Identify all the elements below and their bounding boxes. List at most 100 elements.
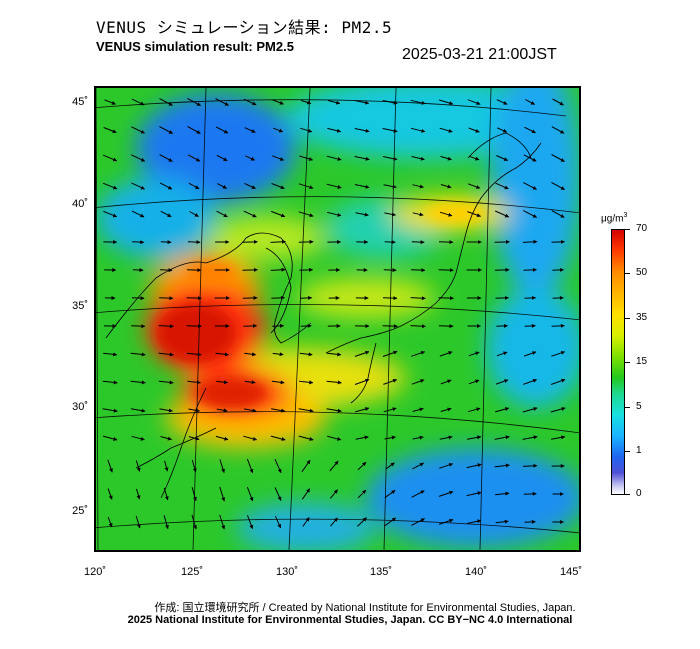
- wind-arrow: [382, 128, 398, 133]
- wind-arrow: [354, 156, 370, 161]
- colorbar-unit-superscript: 3: [623, 212, 628, 219]
- wind-arrow: [188, 436, 200, 441]
- wind-arrow: [188, 182, 200, 190]
- colorbar-tick: [625, 407, 630, 408]
- colorbar-label-15: 15: [636, 356, 648, 367]
- wind-arrow: [385, 462, 395, 470]
- title-english: VENUS simulation result: PM2.5: [96, 39, 294, 54]
- wind-arrow: [466, 463, 482, 469]
- wind-arrow: [327, 127, 342, 133]
- wind-arrow: [215, 435, 229, 441]
- wind-arrow: [439, 351, 453, 357]
- wind-arrow: [382, 296, 398, 301]
- lon-label-140: 140˚: [464, 566, 488, 578]
- wind-arrow: [412, 462, 424, 470]
- wind-arrow: [130, 154, 146, 162]
- wind-arrow: [272, 99, 284, 105]
- wind-arrow: [160, 436, 172, 441]
- wind-arrow: [299, 155, 313, 161]
- wind-arrow: [298, 435, 314, 441]
- wind-arrow: [102, 408, 118, 413]
- wind-arrow: [382, 350, 398, 357]
- wind-arrow: [551, 210, 565, 218]
- concentration-hotspots: [156, 203, 486, 408]
- colorbar-label-50: 50: [636, 267, 648, 278]
- wind-arrow: [382, 156, 398, 161]
- wind-arrow: [301, 459, 311, 473]
- lon-label-135: 135˚: [369, 566, 393, 578]
- colorbar-label-35: 35: [636, 312, 648, 323]
- wind-arrow: [439, 211, 453, 217]
- wind-arrow: [523, 378, 538, 385]
- wind-arrow: [496, 99, 508, 105]
- wind-arrow: [244, 352, 257, 357]
- wind-arrow: [357, 489, 367, 499]
- wind-arrow: [327, 352, 342, 357]
- wind-arrow: [107, 459, 113, 473]
- wind-arrow: [523, 210, 538, 218]
- wind-arrow: [159, 268, 173, 273]
- wind-arrow: [271, 183, 285, 190]
- wind-arrow: [330, 517, 338, 527]
- wind-arrow: [326, 183, 342, 189]
- wind-arrow: [466, 519, 482, 524]
- wind-arrow: [191, 514, 197, 530]
- wind-arrow: [438, 518, 454, 525]
- wind-arrow: [495, 379, 509, 385]
- wind-arrow: [495, 182, 509, 190]
- wind-arrow: [326, 155, 342, 161]
- wind-arrow: [412, 435, 424, 440]
- wind-arrow: [522, 435, 538, 440]
- wind-arrow: [551, 323, 565, 328]
- wind-arrow: [215, 352, 229, 357]
- colorbar-tick: [625, 451, 630, 452]
- wind-arrow: [382, 100, 398, 105]
- wind-arrow: [494, 491, 510, 496]
- wind-arrow: [271, 295, 285, 300]
- lon-label-125: 125˚: [180, 566, 204, 578]
- coastlines: [105, 132, 542, 499]
- wind-arrow: [440, 407, 452, 412]
- lat-label-30: 30˚: [72, 401, 88, 413]
- wind-arrow: [523, 154, 537, 162]
- wind-arrow: [467, 435, 482, 440]
- wind-arrow: [131, 435, 145, 441]
- wind-arrow: [466, 491, 482, 497]
- wind-arrow: [270, 267, 286, 272]
- wind-arrow: [217, 183, 227, 189]
- wind-arrow: [524, 519, 536, 524]
- wind-arrow: [550, 407, 566, 413]
- wind-arrow: [495, 519, 509, 524]
- wind-arrow: [384, 517, 397, 527]
- wind-arrow: [102, 380, 118, 385]
- wind-arrow: [523, 351, 537, 357]
- wind-arrow: [439, 435, 453, 440]
- colorbar-tick: [625, 494, 630, 495]
- wind-arrow: [216, 408, 228, 413]
- wind-arrow: [467, 99, 481, 105]
- wind-arrow: [131, 296, 145, 301]
- wind-arrow: [132, 240, 145, 245]
- wind-arrow: [215, 126, 229, 134]
- colorbar-unit: μg/m3: [601, 212, 627, 224]
- wind-arrow: [103, 210, 118, 218]
- wind-arrow: [330, 489, 338, 499]
- wind-arrow: [439, 462, 454, 469]
- credit-line-1: 作成: 国立環境研究所 / Created by National Instit…: [154, 602, 576, 614]
- pm25-map: [94, 86, 581, 552]
- title-japanese: VENUS シミュレーション結果: PM2.5: [96, 18, 393, 37]
- wind-arrow: [327, 100, 341, 105]
- wind-arrow: [274, 487, 282, 501]
- wind-arrow: [136, 488, 141, 500]
- wind-arrow: [135, 460, 141, 472]
- wind-arrow: [523, 182, 537, 190]
- wind-arrow: [438, 99, 454, 105]
- wind-arrow: [524, 295, 536, 300]
- wind-arrow: [298, 211, 314, 218]
- wind-arrow: [102, 435, 118, 441]
- colorbar-label-70: 70: [636, 223, 648, 234]
- wind-arrow: [271, 408, 286, 413]
- wind-arrow: [523, 267, 537, 272]
- wind-arrow: [270, 435, 286, 441]
- wind-arrow: [326, 211, 342, 217]
